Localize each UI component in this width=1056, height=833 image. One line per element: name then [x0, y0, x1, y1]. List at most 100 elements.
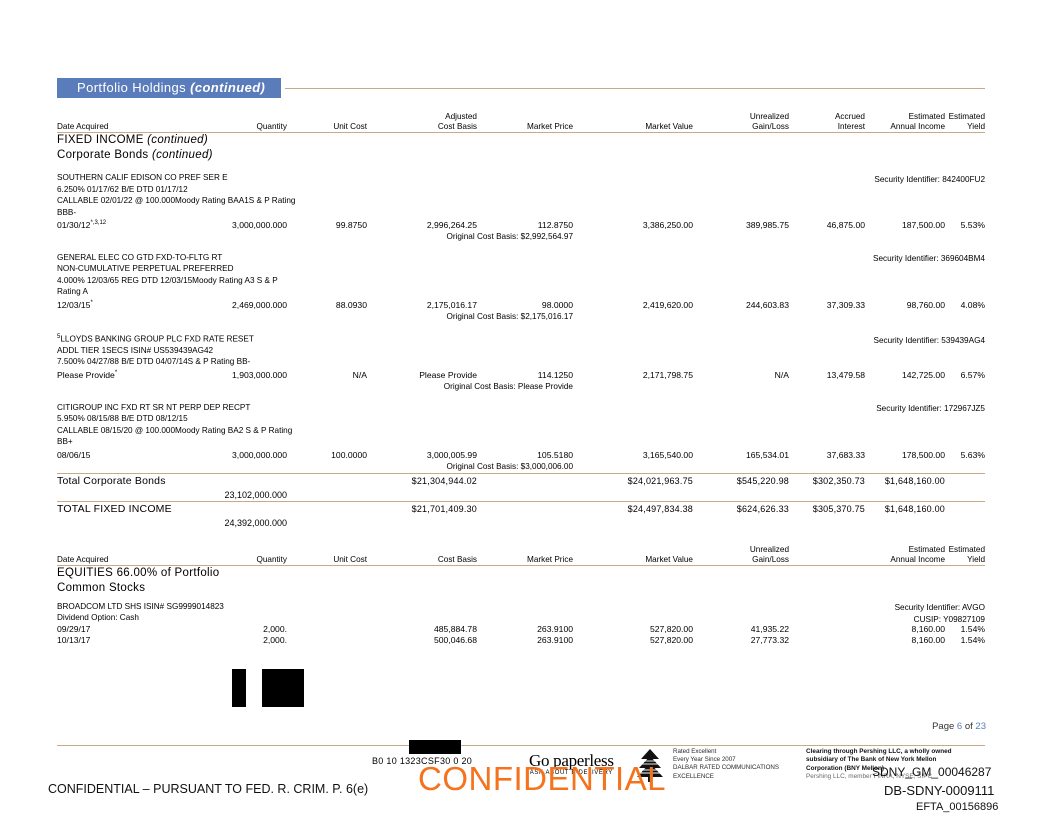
- statement-code: B0 10 1323CSF30 0 20: [372, 756, 473, 766]
- total-fixed-income-cost-basis: $21,701,409.30: [411, 503, 477, 514]
- holding-desc-row: CALLABLE 02/01/22 @ 100.000Moody Rating …: [57, 195, 985, 207]
- original-cost-basis: Original Cost Basis: $2,175,016.17: [446, 312, 573, 322]
- lot-market-price: 114.1250: [537, 369, 573, 380]
- col-gain-loss-line2: Gain/Loss: [752, 554, 789, 564]
- equities-heading: EQUITIES 66.00% of Portfolio: [57, 566, 220, 579]
- original-cost-basis-row: Original Cost Basis: $2,175,016.17: [57, 311, 985, 323]
- clearing-line: Clearing through Pershing LLC, a wholly …: [806, 748, 952, 755]
- holding-description-line: NON-CUMULATIVE PERPETUAL PREFERRED: [57, 264, 234, 274]
- lot-quantity: 1,903,000.000: [232, 369, 287, 380]
- col-market-value: Market Value: [573, 112, 693, 133]
- lot-market-value: 2,419,620.00: [642, 299, 693, 310]
- total-fixed-income-market-value: $24,497,834.38: [627, 503, 693, 514]
- holding-description-text: LLOYDS BANKING GROUP PLC FXD RATE RESET: [60, 334, 254, 344]
- lot-unit-cost: 100.0000: [331, 449, 367, 460]
- fixed-income-heading: FIXED INCOME (continued): [57, 133, 985, 149]
- lot-date-acquired: 10/13/17: [57, 635, 91, 646]
- col-date-acquired: Date Acquired: [57, 112, 177, 133]
- security-identifier: Security Identifier: 539439AG4: [873, 335, 985, 345]
- corporate-bonds-heading-text: Corporate Bonds: [57, 149, 152, 161]
- col-unit-cost: Unit Cost: [287, 112, 367, 133]
- page-indicator: Page 6 of 23: [932, 721, 986, 732]
- holding-desc-row: Rating A: [57, 286, 985, 298]
- col-quantity: Quantity: [177, 112, 287, 133]
- lot-date-footnote: *: [114, 369, 118, 376]
- redaction-box-statement-code: [409, 740, 461, 754]
- holding-description-line: BROADCOM LTD SHS ISIN# SG9999014823: [57, 601, 224, 611]
- holding-description-line: SOUTHERN CALIF EDISON CO PREF SER E: [57, 173, 228, 182]
- of-word: of: [964, 721, 973, 732]
- holding-desc-row: 6.250% 01/17/62 B/E DTD 01/17/12: [57, 184, 985, 196]
- total-corporate-bonds-quantity-row: 23,102,000.000: [57, 488, 985, 502]
- original-cost-basis: Original Cost Basis: $2,992,564.97: [446, 232, 573, 242]
- col-quantity: Quantity: [177, 544, 287, 566]
- lot-accrued-interest: 46,875.00: [826, 219, 865, 230]
- federal-rule-notice: CONFIDENTIAL – PURSUANT TO FED. R. CRIM.…: [48, 782, 369, 796]
- col-annual-income-line2: Annual Income: [890, 554, 945, 564]
- col-unrealized-gain-loss: Unrealized Gain/Loss: [693, 112, 789, 133]
- lot-yield: 5.53%: [960, 219, 985, 230]
- lot-cost-basis: 3,000,005.99: [426, 449, 477, 460]
- col-estimated-annual-income: Estimated Annual Income: [865, 112, 945, 133]
- holding-desc-row: 5LLOYDS BANKING GROUP PLC FXD RATE RESET…: [57, 332, 985, 345]
- holding-desc-row: CALLABLE 08/15/20 @ 100.000Moody Rating …: [57, 425, 985, 437]
- lot-unit-cost: [287, 624, 367, 636]
- total-fixed-income-row: TOTAL FIXED INCOME $21,701,409.30 $24,49…: [57, 501, 985, 517]
- lot-cost-basis: 500,046.68: [433, 635, 477, 646]
- tree-icon: [637, 749, 663, 782]
- lot-gain-loss: N/A: [774, 369, 789, 380]
- holding-description-line: BB+: [57, 437, 73, 447]
- table-row: 01/30/12*,3,12 3,000,000.000 99.8750 2,9…: [57, 218, 985, 231]
- section-banner: Portfolio Holdings (continued): [57, 77, 985, 99]
- lot-date-value: 08/06/15: [57, 449, 91, 460]
- holding-footnote-marker: 5: [57, 333, 61, 340]
- clearing-line: subsidiary of The Bank of New York Mello…: [806, 756, 937, 764]
- original-cost-basis-row: Original Cost Basis: $2,992,564.97: [57, 231, 985, 243]
- lot-date-acquired: 01/30/12*,3,12: [57, 218, 177, 231]
- holding-desc-row: BBB-: [57, 207, 985, 219]
- col-market-price: Market Price: [477, 544, 573, 566]
- total-corporate-bonds-label: Total Corporate Bonds: [57, 474, 166, 487]
- lot-quantity: 2,000.: [263, 623, 287, 634]
- row-spacer: [57, 163, 985, 172]
- redaction-box-quantity: [232, 669, 246, 707]
- dalbar-line: Rated Excellent: [673, 748, 717, 755]
- holding-description-line: GENERAL ELEC CO GTD FXD-TO-FLTG RT: [57, 252, 223, 262]
- col-accrued-interest: Accrued Interest: [789, 112, 865, 133]
- lot-date-acquired: Please Provide*: [57, 368, 177, 381]
- security-identifier: Security Identifier: 842400FU2: [874, 174, 985, 184]
- fixed-income-heading-continued: (continued): [147, 134, 208, 146]
- lot-annual-income: 187,500.00: [901, 219, 945, 230]
- row-spacer: [57, 393, 985, 402]
- common-stocks-heading: Common Stocks: [57, 581, 146, 594]
- original-cost-basis-row: Original Cost Basis: Please Provide: [57, 381, 985, 393]
- col-yield-line2: Yield: [967, 554, 985, 564]
- lot-annual-income: 142,725.00: [901, 369, 945, 380]
- holding-desc-row: CITIGROUP INC FXD RT SR NT PERP DEP RECP…: [57, 402, 985, 414]
- col-estimated-yield: Estimated Yield: [945, 544, 985, 566]
- lot-cost-basis: 2,996,264.25: [426, 219, 477, 230]
- fixed-income-column-headers: Date Acquired Quantity Unit Cost Adjuste…: [57, 112, 985, 133]
- lot-unit-cost: 88.0930: [335, 299, 367, 310]
- redaction-box-unit-cost: [262, 669, 304, 707]
- col-adjusted-cost-basis-line2: Cost Basis: [437, 122, 477, 131]
- row-spacer: [57, 243, 985, 252]
- clearing-disclosure-block: Clearing through Pershing LLC, a wholly …: [806, 748, 996, 782]
- lot-market-value: 3,386,250.00: [642, 219, 693, 230]
- total-corporate-bonds-quantity: 23,102,000.000: [177, 488, 287, 502]
- holding-desc-row: ADDL TIER 1SECS ISIN# US539439AG42: [57, 345, 985, 357]
- holdings-table: Date Acquired Quantity Unit Cost Adjuste…: [57, 112, 985, 647]
- total-corporate-bonds-gain-loss: $545,220.98: [736, 475, 789, 486]
- row-spacer: [57, 323, 985, 332]
- lot-annual-income: 98,760.00: [906, 299, 945, 310]
- lot-gain-loss: 389,985.75: [745, 219, 789, 230]
- lot-accrued-interest: 37,309.33: [826, 299, 865, 310]
- original-cost-basis: Original Cost Basis: $3,000,006.00: [367, 461, 573, 474]
- lot-yield: 4.08%: [960, 299, 985, 310]
- total-fixed-income-accrued: $305,370.75: [812, 503, 865, 514]
- section-banner-title: Portfolio Holdings: [77, 80, 191, 95]
- corporate-bonds-heading-row: Corporate Bonds (continued): [57, 148, 985, 163]
- col-yield-line1: Estimated: [948, 112, 985, 121]
- total-fixed-income-gain-loss: $624,626.33: [736, 503, 789, 514]
- holding-desc-row: SOUTHERN CALIF EDISON CO PREF SER E Secu…: [57, 172, 985, 184]
